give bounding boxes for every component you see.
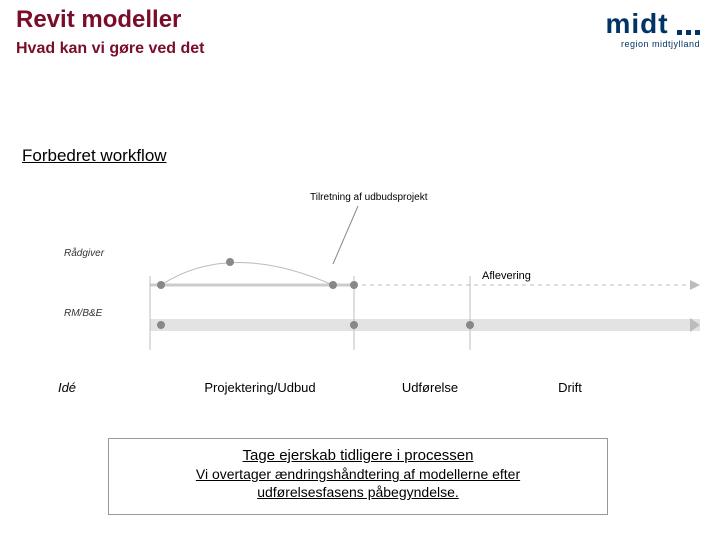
lane-label-advisor: Rådgiver [64,248,104,259]
logo-subtext: region midtjylland [605,40,700,49]
phase-label-projektering: Projektering/Udbud [170,380,350,395]
callout-box: Tage ejerskab tidligere i processen Vi o… [108,438,608,515]
section-heading: Forbedret workflow [22,146,167,166]
annotation-label: Tilretning af udbudsprojekt [310,192,427,203]
logo-text: midt [605,8,668,39]
brand-logo: midt region midtjylland [605,10,700,49]
phase-label-drift: Drift [540,380,600,395]
phase-label-udforelse: Udførelse [380,380,480,395]
lane-label-owner: RM/B&E [64,308,102,319]
callout-body-line1: Vi overtager ændringshåndtering af model… [129,466,587,482]
workflow-svg [0,180,720,410]
slide-subtitle: Hvad kan vi gøre ved det [16,40,205,58]
slide-title: Revit modeller [16,6,181,34]
logo-dots-icon [677,30,700,35]
handover-label: Aflevering [482,270,531,282]
phase-label-ide: Idé [42,380,92,395]
callout-body-line2: udførelsesfasens påbegyndelse. [129,484,587,500]
callout-title: Tage ejerskab tidligere i processen [129,447,587,464]
slide: Revit modeller Hvad kan vi gøre ved det … [0,0,720,540]
workflow-diagram: Tilretning af udbudsprojekt Rådgiver RM/… [0,180,720,410]
